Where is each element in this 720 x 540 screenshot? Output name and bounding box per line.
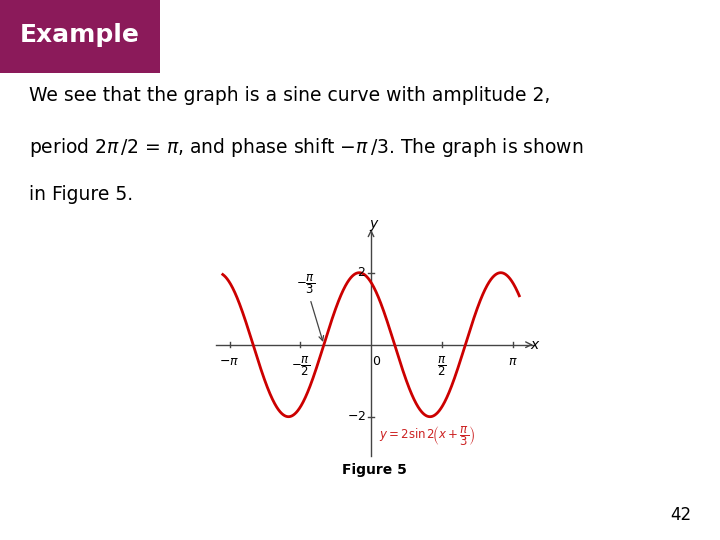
Text: $\pi$: $\pi$: [508, 355, 518, 368]
Text: We see that the graph is a sine curve with amplitude 2,: We see that the graph is a sine curve wi…: [29, 86, 550, 105]
Text: $y$: $y$: [369, 218, 380, 233]
Text: $-\pi$: $-\pi$: [220, 355, 240, 368]
Text: $2$: $2$: [357, 266, 366, 279]
Text: 5 –: 5 –: [168, 21, 227, 49]
Text: $-\dfrac{\pi}{3}$: $-\dfrac{\pi}{3}$: [296, 272, 323, 341]
Text: $y = 2\sin 2\!\left(x+\dfrac{\pi}{3}\right)$: $y = 2\sin 2\!\left(x+\dfrac{\pi}{3}\rig…: [379, 424, 476, 448]
Text: in Figure 5.: in Figure 5.: [29, 185, 133, 204]
Text: period 2$\pi\,$/2 = $\pi$, and phase shift $-\pi\,$/3. The graph is shown: period 2$\pi\,$/2 = $\pi$, and phase shi…: [29, 136, 583, 159]
Text: Figure 5: Figure 5: [342, 463, 407, 477]
Text: $-2$: $-2$: [346, 410, 366, 423]
Text: 42: 42: [670, 506, 691, 524]
Bar: [0, 0, 160, 73]
Text: $\dfrac{\pi}{2}$: $\dfrac{\pi}{2}$: [437, 355, 446, 379]
Text: Example: Example: [20, 23, 140, 47]
Text: $0$: $0$: [372, 355, 381, 368]
Text: Solution: Solution: [221, 21, 351, 49]
Text: $x$: $x$: [530, 338, 541, 352]
Text: $-\dfrac{\pi}{2}$: $-\dfrac{\pi}{2}$: [291, 355, 310, 379]
Text: cont'd: cont'd: [663, 45, 702, 58]
